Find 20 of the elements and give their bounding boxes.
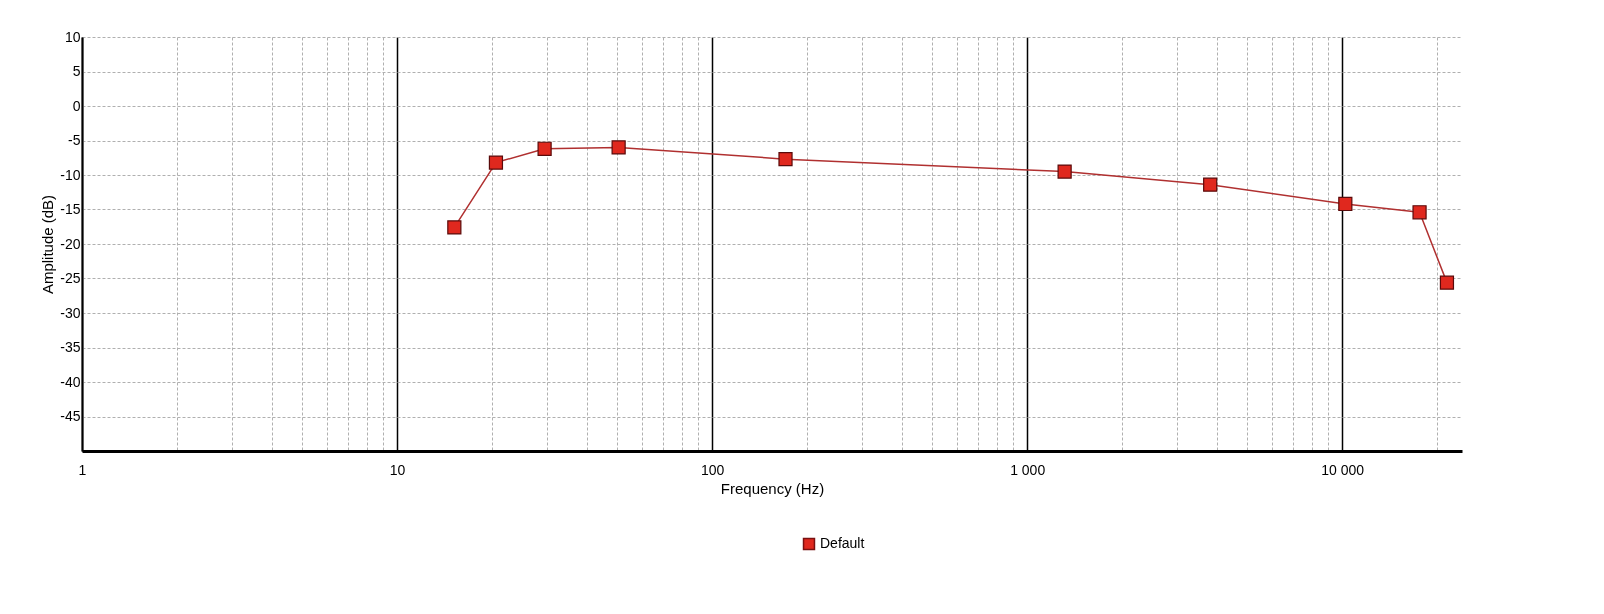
legend-label: Default bbox=[820, 535, 865, 551]
y-tick-label: 5 bbox=[72, 63, 81, 79]
y-axis-title: Amplitude (dB) bbox=[39, 194, 57, 295]
x-axis-title: Frequency (Hz) bbox=[720, 479, 825, 497]
y-tick-label: -40 bbox=[60, 373, 81, 390]
x-tick-label: 1 000 bbox=[1010, 461, 1046, 478]
x-tick-label: 100 bbox=[700, 461, 725, 478]
y-tick-label: -20 bbox=[60, 235, 81, 252]
x-tick-label: 10 000 bbox=[1321, 461, 1365, 478]
y-tick-label: -10 bbox=[60, 166, 81, 183]
y-tick-label: -45 bbox=[60, 408, 81, 424]
y-tick-label: 0 bbox=[72, 97, 81, 114]
y-tick-label: 10 bbox=[64, 28, 81, 45]
y-tick-label: -15 bbox=[60, 201, 81, 217]
x-tick-label: 1 bbox=[78, 461, 87, 478]
y-tick-label: -25 bbox=[60, 270, 81, 286]
y-tick-label: -35 bbox=[60, 339, 81, 355]
y-tick-label: -30 bbox=[60, 304, 81, 321]
x-tick-label: 10 bbox=[389, 461, 406, 478]
y-tick-label: -5 bbox=[68, 132, 81, 148]
